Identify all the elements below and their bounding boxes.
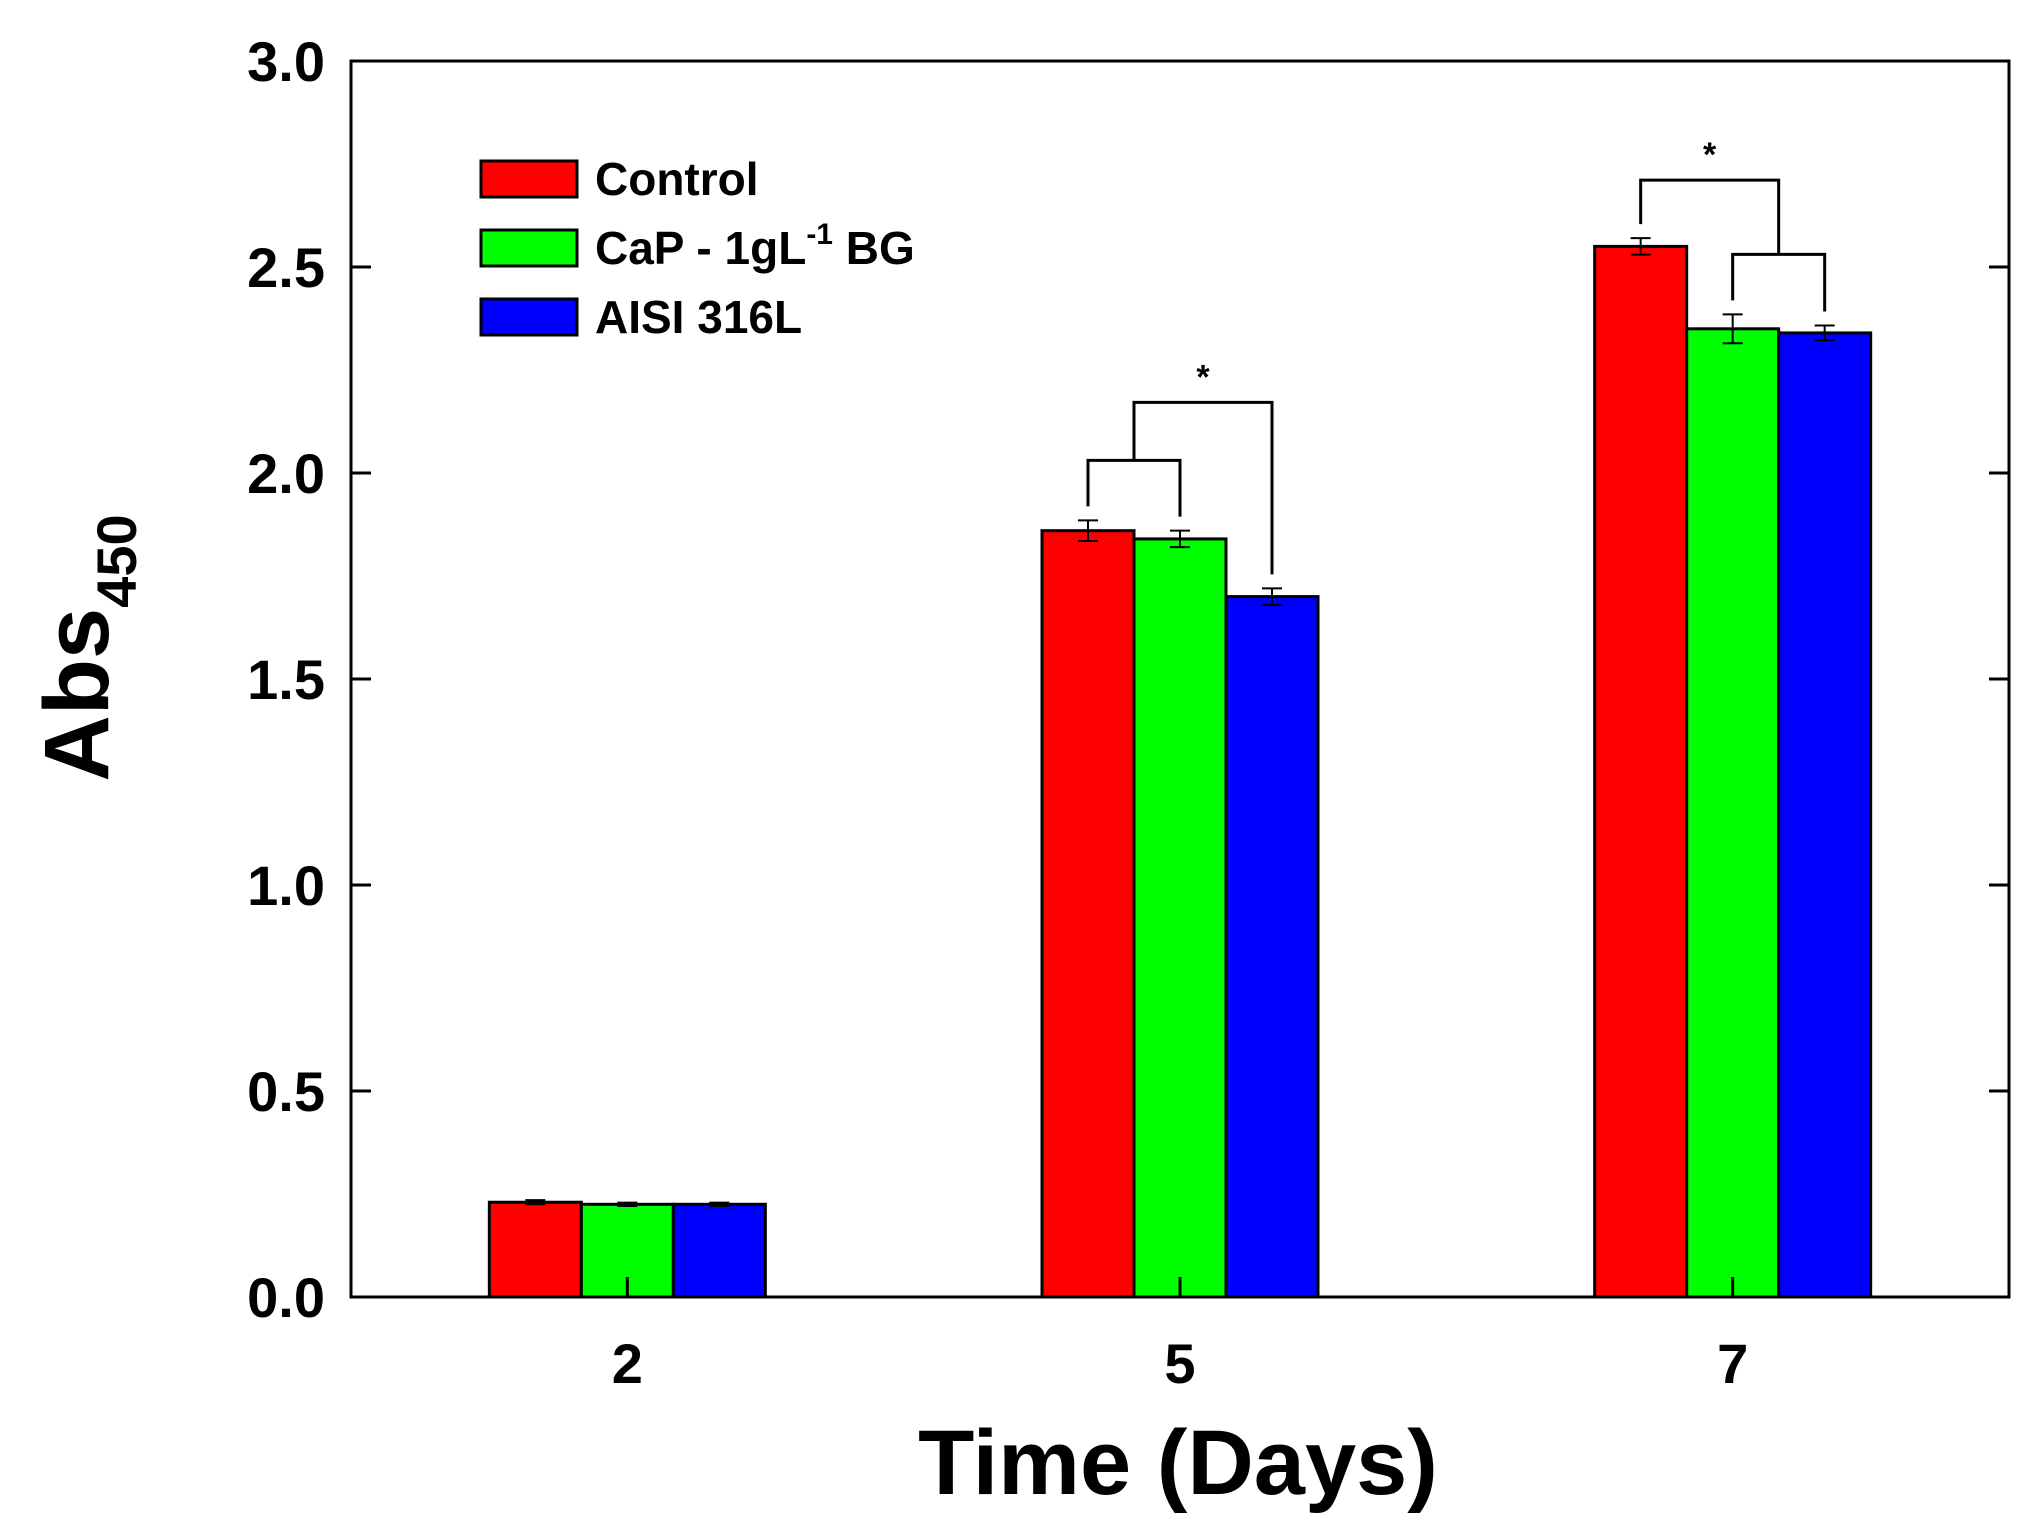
legend: Control CaP - 1gL-1 BG AISI 316L xyxy=(479,153,915,343)
error-bar-aisi-316l-day-5 xyxy=(1262,587,1282,606)
bar-control-day-5 xyxy=(1040,529,1136,1299)
significance-layer: ** xyxy=(1086,136,1827,575)
bar-aisi-316l-day-2 xyxy=(671,1202,767,1299)
legend-swatch-control xyxy=(479,159,579,199)
legend-swatch-cap-bg xyxy=(479,228,579,268)
y-axis-title: Abs450 xyxy=(26,514,148,781)
error-bar-cap-1gl-1-bg-day-2 xyxy=(617,1201,638,1207)
y-tick-label: 2.0 xyxy=(247,442,325,505)
significance-bracket-day-5: * xyxy=(1086,358,1274,575)
error-bar-cap-1gl-1-bg-day-7 xyxy=(1722,313,1743,345)
y-tick-label: 1.0 xyxy=(247,854,325,917)
significance-label: * xyxy=(1196,358,1210,396)
inner-bracket xyxy=(1731,252,1827,312)
legend-label-cap-bg-tail: BG xyxy=(833,222,915,274)
bar-control-day-7 xyxy=(1593,244,1689,1299)
inner-bracket xyxy=(1086,458,1182,517)
bar-cap-1gl-1-bg-day-5 xyxy=(1132,537,1228,1299)
y-tick-label: 2.5 xyxy=(247,236,325,299)
bar-control-day-2 xyxy=(487,1200,583,1299)
bar-cap-1gl-1-bg-day-7 xyxy=(1685,327,1781,1299)
significance-label: * xyxy=(1703,136,1717,174)
legend-swatch-aisi xyxy=(479,297,579,337)
error-bar-control-day-2 xyxy=(525,1199,546,1206)
error-bar-control-day-5 xyxy=(1078,519,1098,542)
y-tick-label: 0.0 xyxy=(247,1266,325,1329)
x-tick-label: 5 xyxy=(1164,1332,1195,1395)
axes-layer: 0.0 0.5 1.0 1.5 2.0 2.5 3.0 2 5 7 xyxy=(247,30,2011,1395)
legend-label-cap-bg-sup: -1 xyxy=(806,218,833,251)
x-tick-label: 7 xyxy=(1717,1332,1748,1395)
legend-label-cap-bg-main: CaP - 1gL xyxy=(595,222,806,274)
error-bar-aisi-316l-day-7 xyxy=(1814,324,1835,342)
x-tick-label: 2 xyxy=(612,1332,643,1395)
x-axis-title: Time (Days) xyxy=(918,1412,1438,1514)
error-bars-layer xyxy=(525,237,1835,1207)
outer-bracket xyxy=(1639,178,1781,255)
legend-label-cap-bg: CaP - 1gL-1 BG xyxy=(595,218,915,274)
bar-aisi-316l-day-7 xyxy=(1777,331,1873,1299)
significance-bracket-day-7: * xyxy=(1639,136,1827,312)
y-axis-title-main: Abs xyxy=(26,608,128,782)
y-axis-title-subscript: 450 xyxy=(85,514,148,607)
y-tick-label: 0.5 xyxy=(247,1060,325,1123)
y-tick-label: 3.0 xyxy=(247,30,325,93)
error-bar-aisi-316l-day-2 xyxy=(709,1201,730,1207)
outer-bracket xyxy=(1132,400,1274,575)
y-tick-label: 1.5 xyxy=(247,648,325,711)
error-bar-cap-1gl-1-bg-day-5 xyxy=(1170,529,1190,549)
error-bar-control-day-7 xyxy=(1630,237,1651,256)
legend-label-control: Control xyxy=(595,153,759,205)
legend-label-aisi: AISI 316L xyxy=(595,291,802,343)
bar-aisi-316l-day-5 xyxy=(1224,595,1320,1299)
bars-layer xyxy=(487,244,1873,1299)
